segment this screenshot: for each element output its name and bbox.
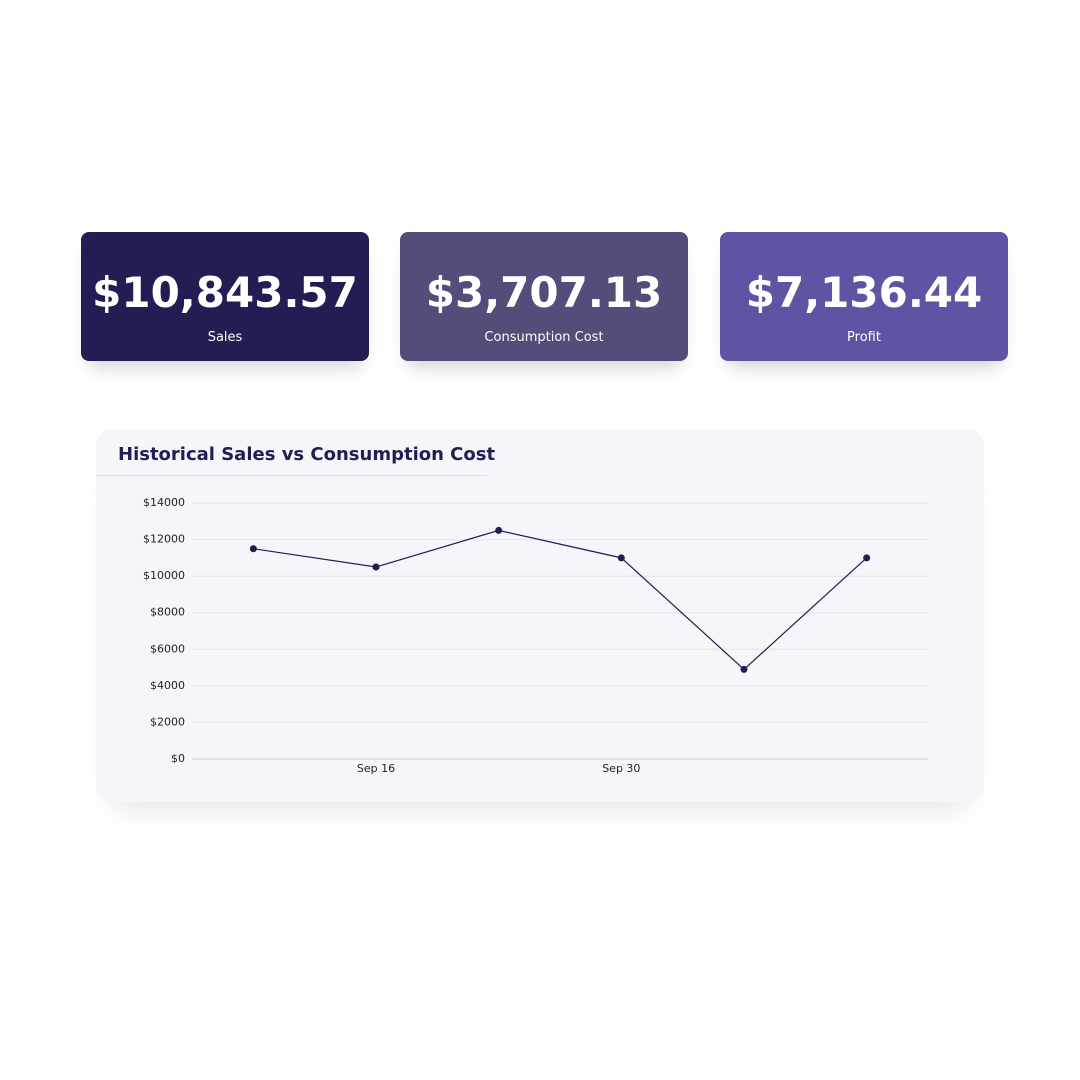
kpi-label: Sales xyxy=(207,330,243,345)
point xyxy=(863,554,871,562)
y-tick-label: $8000 xyxy=(150,606,185,619)
kpi-label: Profit xyxy=(847,330,881,345)
x-tick-label: Sep 30 xyxy=(602,762,640,775)
chart-title: Historical Sales vs Consumption Cost xyxy=(118,444,495,465)
y-tick-label: $0 xyxy=(171,752,185,765)
point xyxy=(372,563,380,571)
line xyxy=(253,529,868,671)
y-tick-label: $2000 xyxy=(150,715,185,728)
y-tick-label: $6000 xyxy=(150,642,185,655)
kpi-value: $7,136.44 xyxy=(745,268,983,317)
kpi-label: Consumption Cost xyxy=(484,330,604,345)
chart-panel xyxy=(96,429,984,802)
point xyxy=(249,545,257,553)
y-tick-label: $12000 xyxy=(143,533,185,546)
kpi-value: $3,707.13 xyxy=(425,268,663,317)
point xyxy=(617,554,625,562)
kpi-card: $10,843.57 Sales xyxy=(81,232,369,361)
point xyxy=(740,665,748,673)
kpi-value: $10,843.57 xyxy=(92,268,358,317)
point xyxy=(495,526,503,534)
kpi-card: $7,136.44 Profit xyxy=(720,232,1008,361)
y-tick-label: $10000 xyxy=(143,569,185,582)
y-tick-label: $14000 xyxy=(143,496,185,509)
kpi-card: $3,707.13 Consumption Cost xyxy=(400,232,688,361)
x-tick-label: Sep 16 xyxy=(357,762,395,775)
y-tick-label: $4000 xyxy=(150,679,185,692)
